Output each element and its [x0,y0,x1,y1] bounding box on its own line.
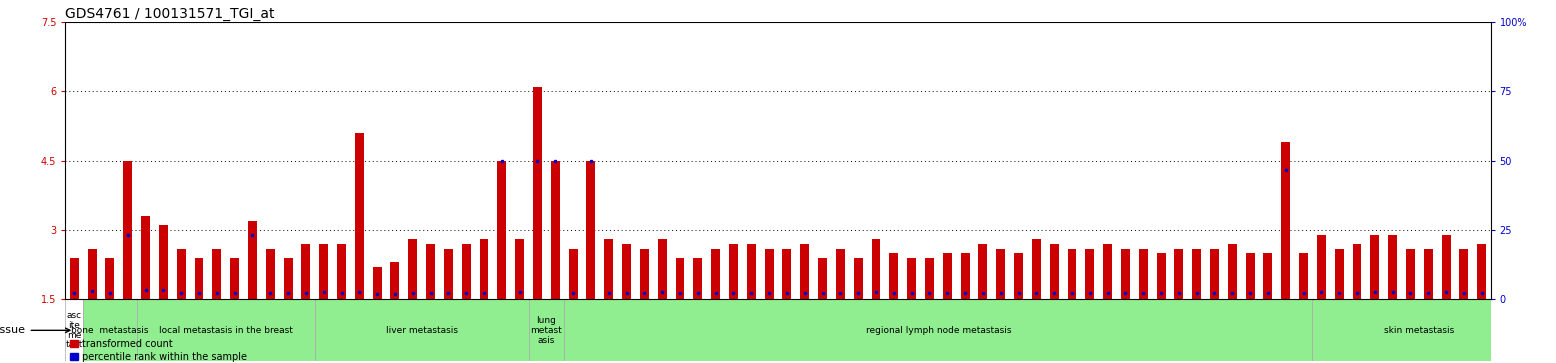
Bar [747,244,756,299]
Bar [534,87,541,299]
Bar [640,249,649,299]
Bar [87,249,96,299]
Bar [730,244,738,299]
Bar [1388,235,1397,299]
Bar [1139,249,1148,299]
Text: asc
ite
me
tast: asc ite me tast [65,311,82,349]
Bar [943,253,952,299]
Bar [1460,249,1469,299]
Bar [266,249,275,299]
Bar [1192,249,1201,299]
Bar [675,258,685,299]
Bar [871,239,881,299]
Bar [1263,253,1273,299]
Bar [247,221,257,299]
Bar [159,225,168,299]
Text: bone  metastasis: bone metastasis [72,326,149,335]
Bar [123,160,132,299]
Text: lung
metast
asis: lung metast asis [531,316,562,344]
Bar [498,160,506,299]
Bar [1067,249,1077,299]
Bar [426,244,436,299]
Bar [319,244,328,299]
Text: local metastasis in the breast: local metastasis in the breast [159,326,293,335]
Bar [924,258,934,299]
Text: GDS4761 / 100131571_TGI_at: GDS4761 / 100131571_TGI_at [65,7,275,21]
Bar [137,299,314,361]
Bar [568,249,577,299]
Bar [854,258,862,299]
Bar [443,249,453,299]
Bar [1299,253,1309,299]
Bar [106,258,114,299]
Bar [194,258,204,299]
Bar [1407,249,1414,299]
Bar [1371,235,1379,299]
Bar [907,258,916,299]
Bar [65,299,82,361]
Bar [142,216,149,299]
Bar [1120,249,1130,299]
Bar [1424,249,1433,299]
Bar [70,258,79,299]
Bar [408,239,417,299]
Bar [283,258,293,299]
Bar [391,262,400,299]
Bar [1050,244,1058,299]
Bar [1175,249,1183,299]
Bar [1246,253,1254,299]
Bar [1103,244,1113,299]
Bar [1156,253,1165,299]
Bar [890,253,898,299]
Bar [551,160,560,299]
Bar [800,244,809,299]
Bar [373,267,381,299]
Bar [836,249,845,299]
Bar [1032,239,1041,299]
Bar [529,299,565,361]
Text: regional lymph node metastasis: regional lymph node metastasis [865,326,1011,335]
Bar [338,244,345,299]
Bar [82,299,137,361]
Legend: transformed count, percentile rank within the sample: transformed count, percentile rank withi… [70,339,247,362]
Bar [1442,235,1450,299]
Bar [314,299,529,361]
Bar [1211,249,1218,299]
Bar [302,244,310,299]
Bar [604,239,613,299]
Bar [355,133,364,299]
Bar [565,299,1312,361]
Bar [177,249,185,299]
Bar [1352,244,1362,299]
Bar [818,258,826,299]
Bar [462,244,470,299]
Text: skin metastasis: skin metastasis [1385,326,1455,335]
Bar [622,244,632,299]
Text: liver metastasis: liver metastasis [386,326,457,335]
Bar [1335,249,1344,299]
Bar [764,249,773,299]
Bar [711,249,720,299]
Bar [587,160,596,299]
Bar [1228,244,1237,299]
Bar [515,239,524,299]
Bar [960,253,969,299]
Text: tissue: tissue [0,325,70,335]
Bar [479,239,489,299]
Bar [783,249,792,299]
Bar [1477,244,1486,299]
Bar [979,244,988,299]
Bar [694,258,702,299]
Bar [1312,299,1526,361]
Bar [1086,249,1094,299]
Bar [230,258,240,299]
Bar [1281,142,1290,299]
Bar [1316,235,1326,299]
Bar [1015,253,1022,299]
Bar [212,249,221,299]
Bar [658,239,666,299]
Bar [996,249,1005,299]
